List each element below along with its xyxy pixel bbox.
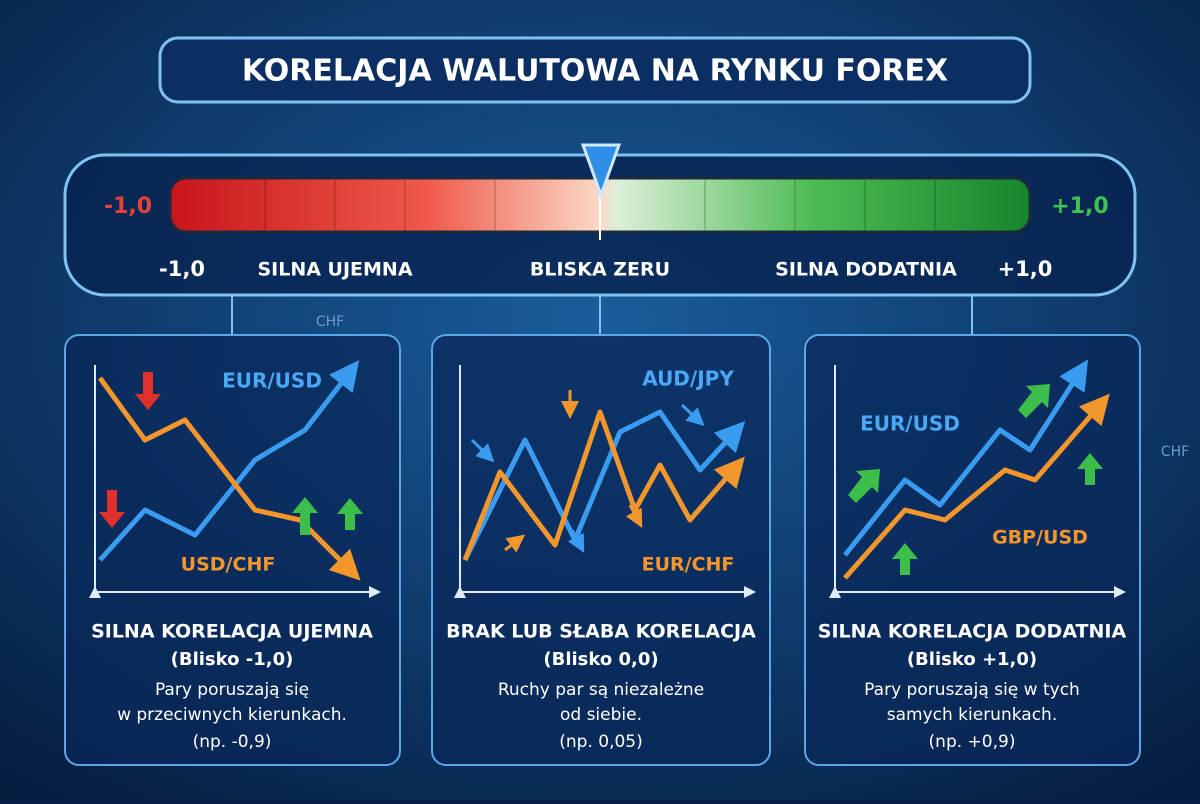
panel-subheading: (Blisko 0,0) <box>543 649 658 670</box>
scale-dividers <box>264 180 936 240</box>
panel-description: samych kierunkach. <box>887 705 1057 725</box>
panel-example: (np. +0,9) <box>929 732 1016 752</box>
down-arrows <box>99 372 161 528</box>
bg-label: CHF <box>316 314 344 330</box>
title-box <box>158 36 1032 104</box>
panel-description: Pary poruszają się <box>155 680 309 700</box>
panel-heading: SILNA KORELACJA UJEMNA <box>91 621 373 643</box>
axes <box>95 365 375 592</box>
panel-subheading: (Blisko -1,0) <box>171 649 294 670</box>
panel <box>64 334 401 766</box>
scale-right-end: +1,0 <box>1051 194 1108 219</box>
panel-example: (np. -0,9) <box>193 732 272 752</box>
panel <box>804 334 1141 766</box>
panel-description: Ruchy par są niezależne <box>498 680 704 700</box>
line-blue <box>98 360 360 562</box>
scale-left-end: -1,0 <box>104 194 152 219</box>
panel-subheading: (Blisko +1,0) <box>907 649 1037 670</box>
connectors <box>231 295 973 335</box>
panel-heading: BRAK LUB SŁABA KORELACJA <box>446 621 756 643</box>
panel-example: (np. 0,05) <box>559 732 643 752</box>
scale-label: SILNA UJEMNA <box>257 259 412 281</box>
title: KORELACJA WALUTOWA NA RYNKU FOREX <box>242 54 948 89</box>
line-blue <box>462 409 746 562</box>
panel-description: w przeciwnych kierunkach. <box>117 705 347 725</box>
line-orange <box>462 409 745 561</box>
small-arrows <box>470 390 705 553</box>
panel-description: od siebie. <box>560 705 642 725</box>
series-label: GBP/USD <box>992 527 1088 549</box>
scale-label: -1,0 <box>159 257 205 281</box>
scale-label: +1,0 <box>998 257 1053 281</box>
line-orange <box>843 393 1110 580</box>
bg-label: CHF <box>1161 444 1189 460</box>
panel-description: Pary poruszają się w tych <box>864 680 1080 700</box>
series-label: USD/CHF <box>181 554 276 576</box>
series-label: EUR/USD <box>860 412 960 436</box>
panel <box>431 334 771 766</box>
up-arrows <box>292 497 363 535</box>
series-label: EUR/CHF <box>642 554 735 576</box>
series-label: AUD/JPY <box>642 367 734 391</box>
scale-marker <box>580 143 622 200</box>
series-label: EUR/USD <box>222 369 322 393</box>
scale-label: SILNA DODATNIA <box>775 259 957 281</box>
scale-label: BLISKA ZERU <box>530 259 670 281</box>
axes <box>835 365 1120 592</box>
line-blue <box>843 359 1089 557</box>
panel-texts: SILNA KORELACJA UJEMNA (Blisko -1,0) Par… <box>91 621 1126 753</box>
axes <box>460 365 750 592</box>
panel-heading: SILNA KORELACJA DODATNIA <box>818 621 1127 643</box>
